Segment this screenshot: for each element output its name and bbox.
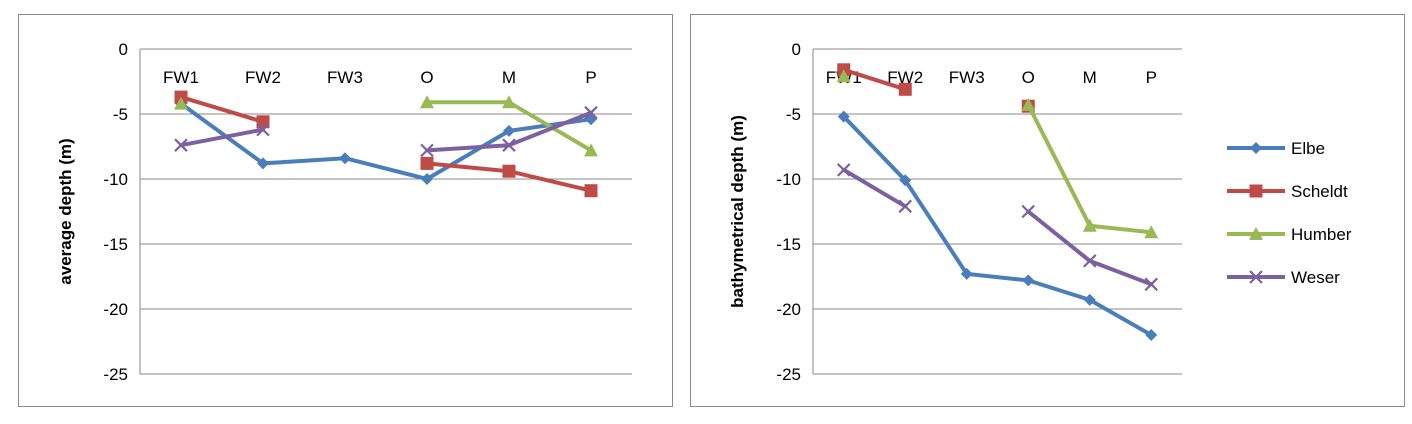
- data-point-elbe: [960, 267, 973, 280]
- data-point-elbe: [503, 124, 515, 137]
- data-point-humber: [1144, 225, 1159, 239]
- x-tick-label: FW1: [163, 68, 199, 87]
- series-line-weser: [425, 143, 511, 153]
- y-tick-label: -5: [113, 105, 128, 124]
- x-tick-label: FW3: [327, 68, 363, 87]
- x-tick-label: FW2: [245, 68, 281, 87]
- data-point-weser: [1144, 277, 1159, 292]
- series-line-elbe: [964, 271, 1031, 283]
- y-tick-label: -10: [103, 170, 128, 189]
- data-point-scheldt: [420, 156, 434, 170]
- x-tick-label: O: [420, 68, 433, 87]
- data-point-humber: [836, 69, 851, 83]
- x-tick-label: M: [1083, 68, 1097, 87]
- y-tick-label: -15: [776, 235, 801, 254]
- data-point-elbe: [257, 157, 269, 170]
- series-line-scheldt: [841, 67, 908, 92]
- y-tick-label: 0: [119, 40, 128, 59]
- legend-marker-humber: [1249, 227, 1263, 240]
- data-point-elbe: [1145, 329, 1158, 341]
- series-line-weser: [1026, 209, 1092, 263]
- series-line-elbe: [343, 156, 429, 181]
- data-point-humber: [502, 95, 516, 109]
- legend-label-humber: Humber: [1291, 225, 1352, 244]
- x-tick-label: P: [1146, 68, 1157, 87]
- data-point-weser: [420, 143, 434, 158]
- series-line-elbe: [425, 128, 511, 181]
- y-tick-label: -25: [776, 365, 801, 384]
- data-point-elbe: [837, 110, 850, 123]
- y-axis-title: bathymetrical depth (m): [728, 115, 747, 308]
- legend-marker-scheldt: [1249, 184, 1263, 198]
- series-line-scheldt: [425, 161, 511, 174]
- series-line-humber: [1087, 223, 1154, 235]
- data-point-elbe: [1083, 293, 1096, 306]
- series-line-weser: [179, 127, 265, 148]
- data-point-elbe: [899, 174, 912, 187]
- data-point-humber: [1021, 97, 1036, 111]
- data-point-elbe: [339, 152, 351, 165]
- y-tick-label: -20: [103, 300, 128, 319]
- legend-label-weser: Weser: [1291, 268, 1340, 287]
- data-point-weser: [1082, 254, 1097, 268]
- legend-label-scheldt: Scheldt: [1291, 182, 1348, 201]
- series-line-elbe: [903, 178, 969, 276]
- series-line-weser: [841, 167, 908, 209]
- data-point-elbe: [421, 173, 433, 185]
- y-tick-label: 0: [792, 40, 801, 59]
- data-point-elbe: [1022, 274, 1035, 287]
- data-point-humber: [584, 143, 598, 157]
- y-tick-label: -15: [103, 235, 128, 254]
- data-point-weser: [174, 138, 188, 152]
- data-point-humber: [420, 95, 434, 109]
- series-line-weser: [507, 110, 593, 148]
- y-axis-title: average depth (m): [56, 138, 75, 284]
- series-line-scheldt: [179, 95, 265, 124]
- data-point-scheldt: [584, 184, 598, 198]
- y-tick-label: -5: [786, 105, 801, 124]
- data-point-humber: [1082, 218, 1097, 232]
- data-point-weser: [502, 138, 516, 152]
- data-point-scheldt: [898, 82, 912, 96]
- data-point-weser: [898, 199, 913, 214]
- legend-marker-elbe: [1250, 142, 1262, 154]
- data-point-humber: [174, 96, 188, 110]
- y-tick-label: -25: [103, 365, 128, 384]
- series-line-elbe: [1087, 297, 1154, 337]
- data-point-weser: [584, 105, 598, 120]
- x-tick-label: M: [502, 68, 516, 87]
- series-line-elbe: [841, 114, 908, 183]
- data-point-weser: [1021, 204, 1036, 219]
- x-tick-label: O: [1022, 68, 1035, 87]
- series-line-scheldt: [507, 169, 593, 193]
- series-line-humber: [507, 100, 593, 153]
- series-line-elbe: [261, 156, 347, 166]
- data-point-weser: [836, 163, 851, 177]
- x-tick-label: FW2: [887, 68, 923, 87]
- data-point-scheldt: [502, 164, 516, 178]
- series-line-humber: [1026, 102, 1092, 228]
- series-line-elbe: [179, 101, 265, 166]
- series-line-elbe: [1026, 278, 1092, 302]
- chart-panel-bathymetrical-depth: 0-5-10-15-20-25FW1FW2FW3OMPbathymetrical…: [690, 14, 1405, 407]
- x-tick-label: P: [585, 68, 596, 87]
- bathymetrical-depth-chart: 0-5-10-15-20-25FW1FW2FW3OMPbathymetrical…: [728, 40, 1352, 384]
- x-tick-label: FW3: [949, 68, 985, 87]
- legend-label-elbe: Elbe: [1291, 139, 1325, 158]
- series-line-weser: [1087, 258, 1154, 287]
- y-tick-label: -20: [776, 300, 801, 319]
- legend-marker-weser: [1249, 270, 1263, 284]
- y-tick-label: -10: [776, 170, 801, 189]
- data-point-weser: [256, 122, 270, 137]
